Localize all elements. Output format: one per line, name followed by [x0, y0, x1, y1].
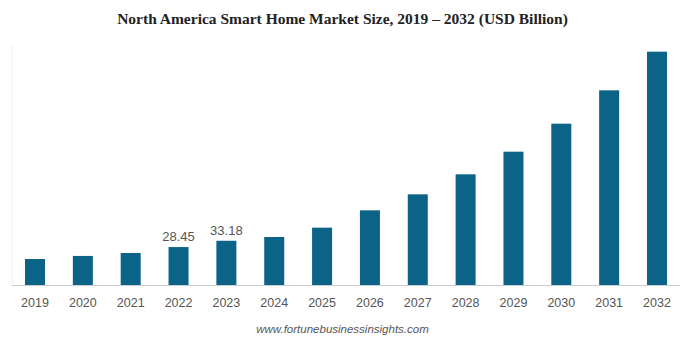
chart-svg: North America Smart Home Market Size, 20… — [0, 0, 685, 342]
x-tick-label: 2030 — [547, 296, 575, 310]
bar — [360, 210, 380, 285]
x-tick-label: 2022 — [165, 296, 193, 310]
x-tick-label: 2023 — [212, 296, 240, 310]
x-tick-label: 2032 — [643, 296, 671, 310]
bar — [264, 237, 284, 285]
data-label: 33.18 — [210, 223, 243, 238]
source: www.fortunebusinessinsights.com — [256, 323, 429, 335]
bar — [169, 247, 189, 285]
x-axis-line — [12, 285, 680, 286]
bar — [456, 174, 476, 285]
bar — [551, 124, 571, 285]
bar — [121, 253, 141, 285]
x-tick-label: 2020 — [69, 296, 97, 310]
chart-title: North America Smart Home Market Size, 20… — [117, 10, 568, 28]
y-axis-line — [12, 45, 13, 285]
bars — [25, 52, 667, 285]
data-label: 28.45 — [162, 229, 195, 244]
x-tick-label: 2029 — [500, 296, 528, 310]
bar — [216, 241, 236, 285]
x-tick-label: 2031 — [595, 296, 623, 310]
x-tick-label: 2027 — [404, 296, 432, 310]
x-tick-label: 2019 — [21, 296, 49, 310]
x-tick-label: 2024 — [260, 296, 288, 310]
x-tick-label: 2026 — [356, 296, 384, 310]
bar — [599, 90, 619, 285]
x-tick-label: 2021 — [117, 296, 145, 310]
bar — [647, 52, 667, 285]
chart-container: North America Smart Home Market Size, 20… — [0, 0, 685, 342]
bar — [25, 259, 45, 285]
bar — [312, 228, 332, 285]
x-tick-label: 2028 — [452, 296, 480, 310]
x-tick-label: 2025 — [308, 296, 336, 310]
bar — [503, 152, 523, 285]
bar — [408, 194, 428, 285]
bar — [73, 256, 93, 285]
